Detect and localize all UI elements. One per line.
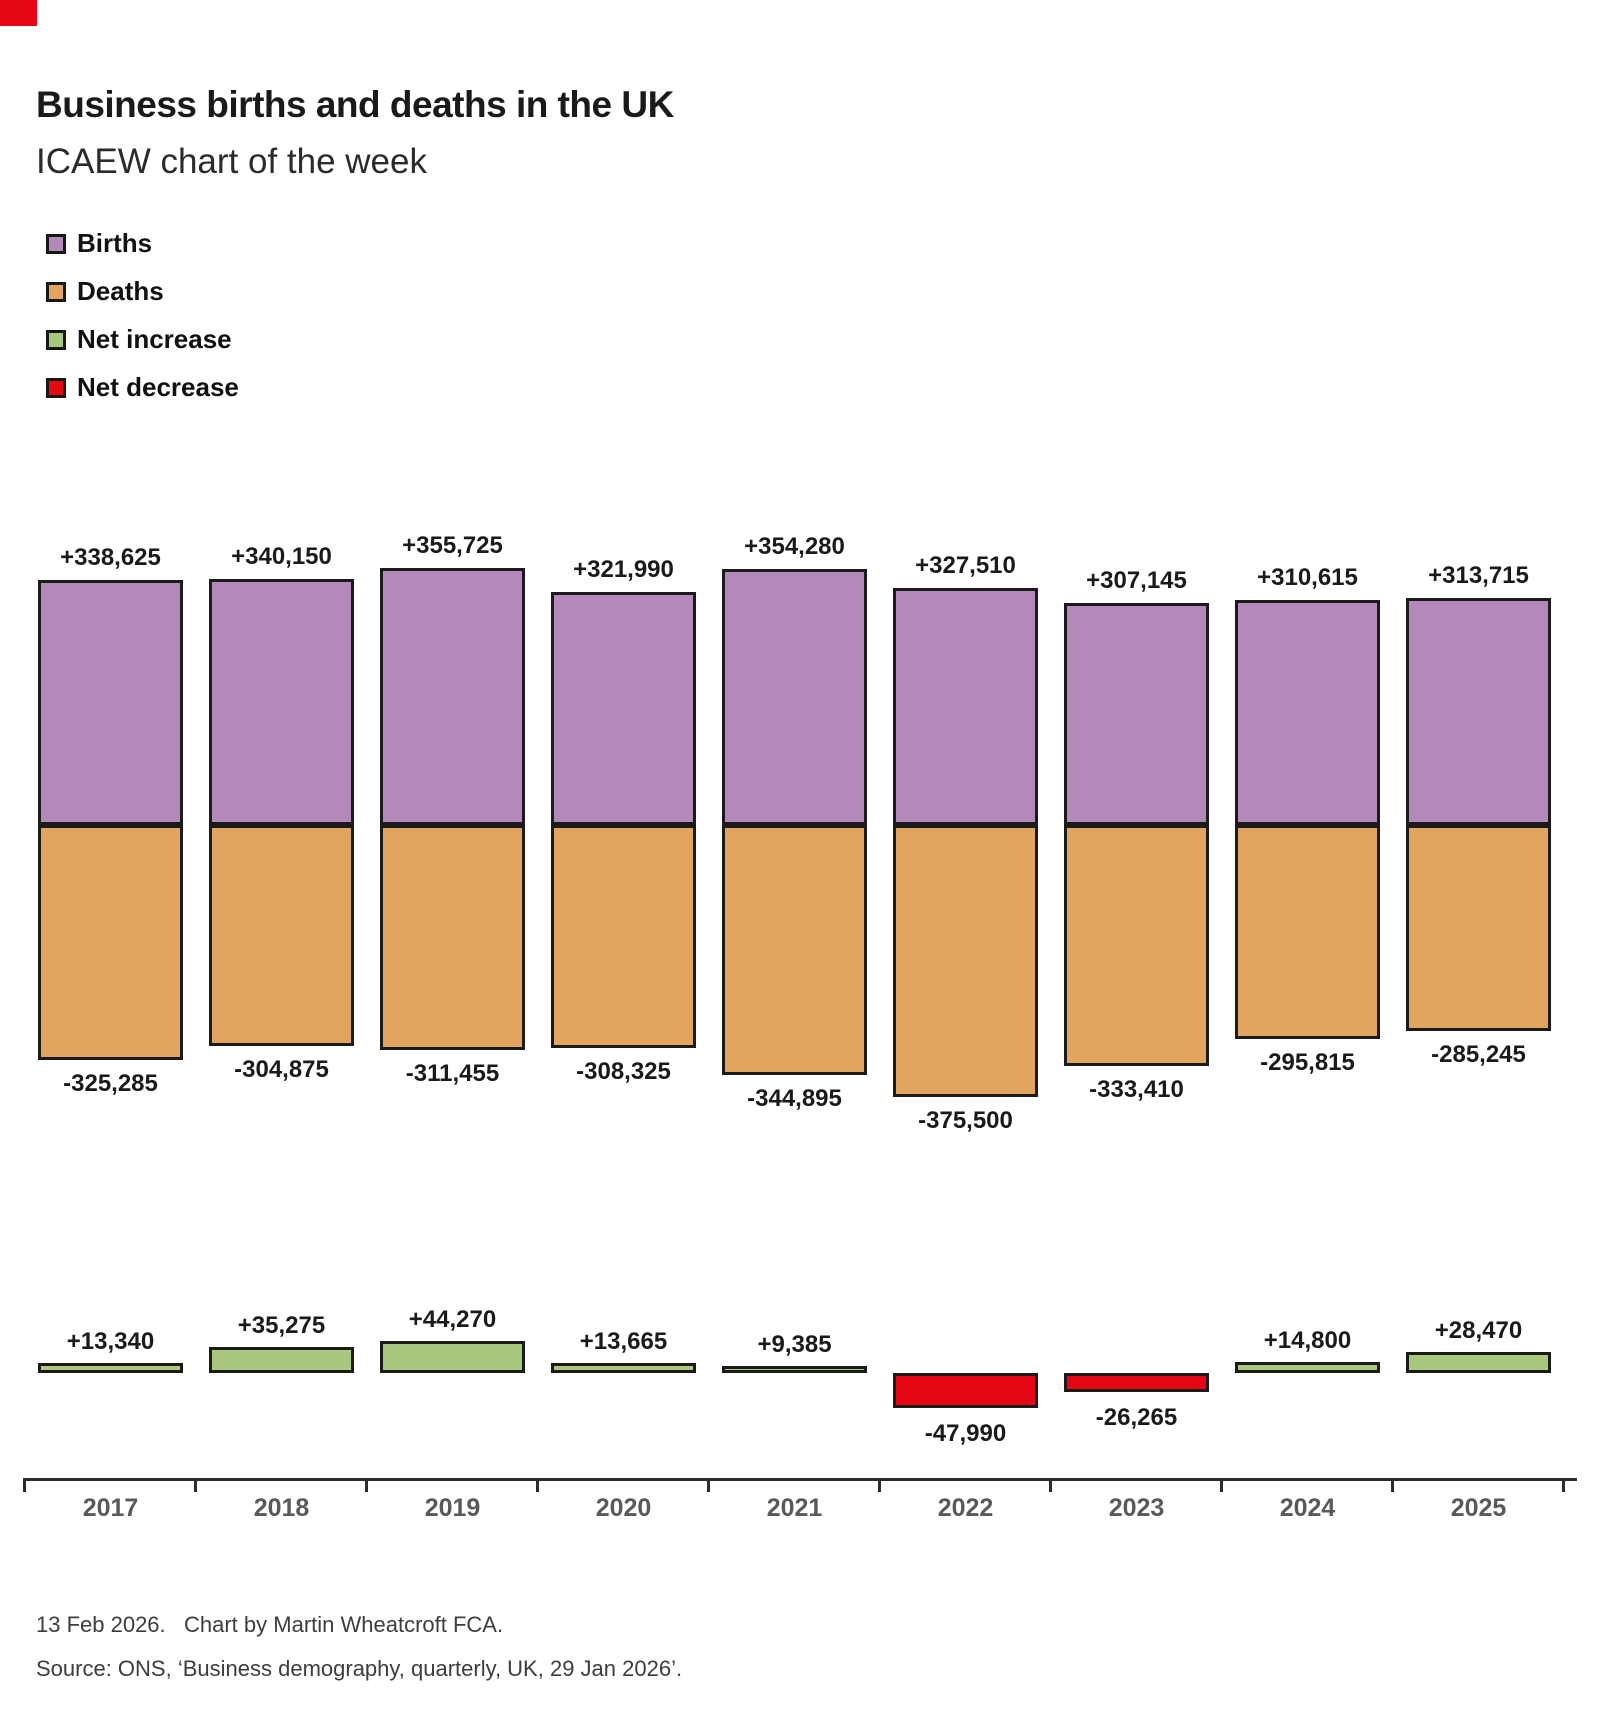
net-decrease-bar-2023 — [1064, 1373, 1209, 1392]
deaths-value-label: -325,285 — [63, 1070, 158, 1097]
x-axis-tick — [1562, 1478, 1565, 1492]
deaths-bar-2025 — [1406, 825, 1551, 1031]
deaths-value-label: -333,410 — [1089, 1076, 1184, 1103]
deaths-value-label: -344,895 — [747, 1085, 842, 1112]
deaths-bar-2021 — [722, 825, 867, 1075]
net-value-label: +9,385 — [757, 1331, 832, 1358]
legend-label: Births — [77, 228, 153, 258]
births-value-label: +327,510 — [915, 552, 1016, 579]
deaths-bar-2017 — [38, 825, 183, 1060]
x-axis-tick — [878, 1478, 881, 1492]
net-value-label: -47,990 — [924, 1420, 1007, 1447]
births-bar-2017 — [38, 580, 183, 825]
births-value-label: +310,615 — [1257, 564, 1358, 591]
x-axis-tick — [1049, 1478, 1052, 1492]
x-axis-year-label-2025: 2025 — [1450, 1494, 1507, 1522]
x-axis-year-label-2024: 2024 — [1279, 1494, 1336, 1522]
x-axis-tick — [365, 1478, 368, 1492]
x-axis-year-label-2017: 2017 — [82, 1494, 139, 1522]
x-axis-year-label-2019: 2019 — [424, 1494, 481, 1522]
deaths-value-label: -311,455 — [405, 1060, 500, 1087]
births-bar-2019 — [380, 568, 525, 825]
legend-label: Deaths — [77, 276, 164, 306]
deaths-bar-2019 — [380, 825, 525, 1050]
net-decrease-bar-2022 — [893, 1373, 1038, 1408]
net-increase-bar-2020 — [551, 1363, 696, 1373]
legend-swatch-icon — [46, 377, 66, 398]
x-axis-tick — [536, 1478, 539, 1492]
legend-swatch-icon — [46, 281, 66, 302]
births-bar-2024 — [1235, 600, 1380, 825]
births-value-label: +354,280 — [744, 533, 845, 560]
deaths-bar-2023 — [1064, 825, 1209, 1066]
net-value-label: +13,340 — [66, 1328, 155, 1355]
deaths-value-label: -304,875 — [234, 1056, 329, 1083]
net-increase-bar-2017 — [38, 1363, 183, 1373]
deaths-value-label: -295,815 — [1260, 1049, 1355, 1076]
x-axis-tick — [707, 1478, 710, 1492]
legend-item-net-increase: Net increase — [46, 324, 239, 355]
deaths-value-label: -375,500 — [918, 1107, 1013, 1134]
net-increase-bar-2025 — [1406, 1352, 1551, 1373]
x-axis-year-label-2021: 2021 — [766, 1494, 823, 1522]
births-value-label: +338,625 — [60, 544, 161, 571]
births-value-label: +321,990 — [573, 556, 674, 583]
net-increase-bar-2021 — [722, 1366, 867, 1373]
net-increase-bar-2024 — [1235, 1362, 1380, 1373]
net-value-label: +13,665 — [579, 1328, 668, 1355]
births-bar-2023 — [1064, 603, 1209, 825]
chart-subtitle: ICAEW chart of the week — [36, 142, 427, 181]
net-value-label: +28,470 — [1434, 1317, 1523, 1344]
legend-item-births: Births — [46, 228, 239, 259]
legend-label: Net decrease — [77, 372, 239, 402]
births-bar-2022 — [893, 588, 1038, 825]
legend-swatch-icon — [46, 233, 66, 254]
births-bar-2025 — [1406, 598, 1551, 825]
births-value-label: +313,715 — [1428, 562, 1529, 589]
x-axis-year-label-2020: 2020 — [595, 1494, 652, 1522]
legend: Births Deaths Net increase Net decrease — [46, 228, 239, 403]
x-axis-year-label-2022: 2022 — [937, 1494, 994, 1522]
births-value-label: +355,725 — [402, 532, 503, 559]
x-axis-tick — [194, 1478, 197, 1492]
chart-title: Business births and deaths in the UK — [36, 84, 674, 125]
legend-item-deaths: Deaths — [46, 276, 239, 307]
births-value-label: +340,150 — [231, 543, 332, 570]
net-value-label: -26,265 — [1095, 1404, 1178, 1431]
deaths-value-label: -285,245 — [1431, 1041, 1526, 1068]
legend-item-net-decrease: Net decrease — [46, 372, 239, 403]
births-bar-2018 — [209, 579, 354, 825]
deaths-bar-2020 — [551, 825, 696, 1048]
net-increase-bar-2018 — [209, 1347, 354, 1373]
legend-swatch-icon — [46, 329, 66, 350]
x-axis-tick — [23, 1478, 26, 1492]
footer-line-2: Source: ONS, ‘Business demography, quart… — [36, 1656, 683, 1681]
deaths-bar-2024 — [1235, 825, 1380, 1039]
net-value-label: +35,275 — [237, 1312, 326, 1339]
births-value-label: +307,145 — [1086, 567, 1187, 594]
x-axis-tick — [1391, 1478, 1394, 1492]
x-axis-year-label-2018: 2018 — [253, 1494, 310, 1522]
deaths-value-label: -308,325 — [576, 1058, 671, 1085]
births-bar-2020 — [551, 592, 696, 825]
footer-line-1: 13 Feb 2026. Chart by Martin Wheatcroft … — [36, 1612, 504, 1637]
births-bar-2021 — [722, 569, 867, 825]
net-value-label: +44,270 — [408, 1306, 497, 1333]
deaths-bar-2022 — [893, 825, 1038, 1097]
brand-corner-block — [0, 0, 37, 26]
x-axis-year-label-2023: 2023 — [1108, 1494, 1165, 1522]
deaths-bar-2018 — [209, 825, 354, 1046]
net-value-label: +14,800 — [1263, 1327, 1352, 1354]
x-axis-line — [24, 1478, 1577, 1481]
x-axis-tick — [1220, 1478, 1223, 1492]
net-increase-bar-2019 — [380, 1341, 525, 1373]
legend-label: Net increase — [77, 324, 232, 354]
